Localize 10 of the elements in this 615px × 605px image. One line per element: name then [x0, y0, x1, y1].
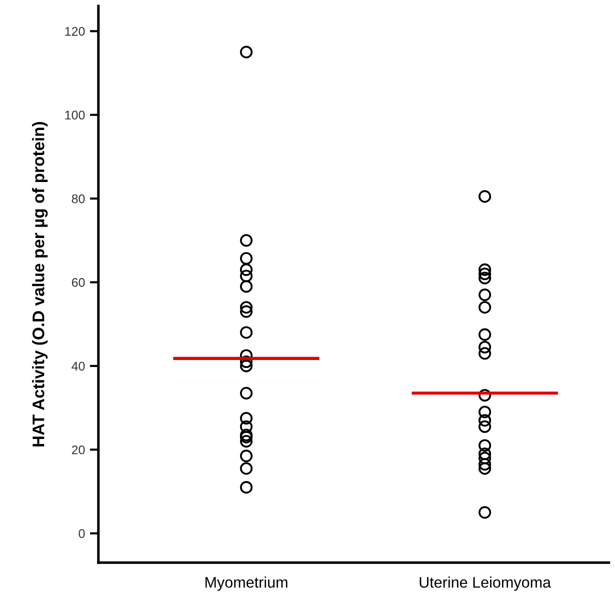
y-tick-label: 80 — [72, 194, 85, 204]
y-tick-label: 60 — [72, 278, 85, 287]
y-tick-label: 100 — [65, 110, 85, 120]
y-tick-label: 20 — [72, 445, 85, 454]
x-tick-label: Uterine Leiomyoma — [420, 576, 552, 591]
y-tick-label: 120 — [65, 26, 85, 36]
y-axis-title: HAT Activity (O.D value per µg of protein) — [32, 122, 48, 446]
y-tick-label: 40 — [72, 362, 85, 371]
y-tick-label: 0 — [78, 529, 85, 538]
x-tick-label: Myometrium — [206, 576, 288, 591]
